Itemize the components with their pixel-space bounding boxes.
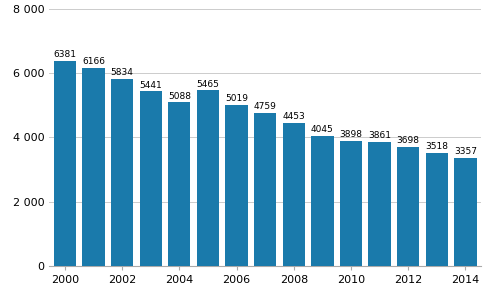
Text: 4045: 4045	[311, 125, 334, 134]
Text: 4453: 4453	[282, 112, 305, 121]
Text: 4759: 4759	[254, 102, 276, 111]
Bar	[225, 105, 247, 266]
Text: 3518: 3518	[425, 142, 448, 151]
Bar	[82, 68, 105, 266]
Text: 3861: 3861	[368, 131, 391, 140]
Text: 6166: 6166	[82, 57, 105, 66]
Bar	[139, 91, 162, 266]
Text: 5019: 5019	[225, 94, 248, 103]
Text: 5441: 5441	[139, 81, 162, 90]
Text: 5834: 5834	[110, 68, 134, 77]
Text: 6381: 6381	[54, 50, 76, 59]
Bar	[368, 142, 391, 266]
Bar	[54, 61, 76, 266]
Text: 5088: 5088	[168, 92, 191, 101]
Bar	[311, 136, 333, 266]
Bar	[454, 158, 477, 266]
Text: 3357: 3357	[454, 147, 477, 156]
Text: 5465: 5465	[196, 80, 219, 89]
Bar	[197, 90, 219, 266]
Bar	[426, 153, 448, 266]
Bar	[397, 147, 419, 266]
Bar	[111, 79, 133, 266]
Bar	[168, 102, 191, 266]
Bar	[254, 113, 276, 266]
Text: 3898: 3898	[339, 130, 362, 139]
Text: 3698: 3698	[397, 137, 420, 146]
Bar	[340, 141, 362, 266]
Bar	[283, 123, 305, 266]
